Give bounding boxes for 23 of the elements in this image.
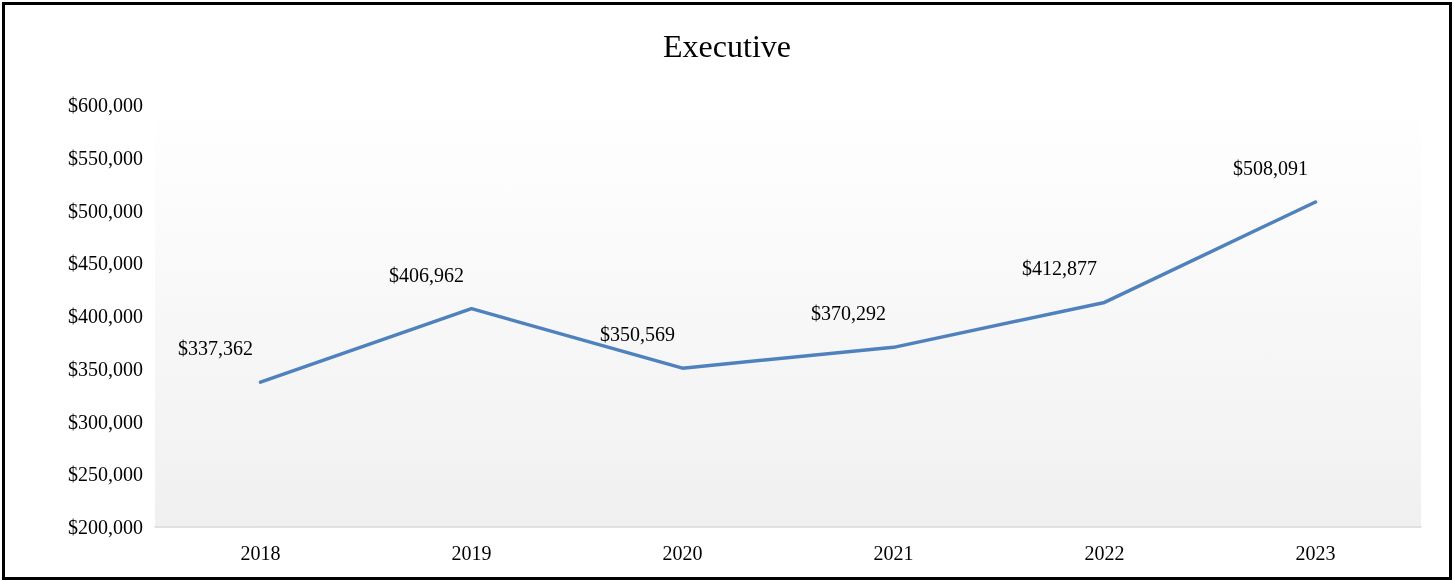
y-tick-label: $500,000 <box>68 199 143 222</box>
data-label: $406,962 <box>389 263 464 286</box>
data-label: $337,362 <box>178 337 253 360</box>
data-label: $508,091 <box>1233 156 1308 179</box>
x-tick-label: 2022 <box>1084 542 1125 564</box>
y-tick-label: $550,000 <box>68 146 143 169</box>
chart-title: Executive <box>663 28 791 64</box>
y-tick-label: $200,000 <box>68 516 143 538</box>
x-tick-label: 2020 <box>662 542 703 564</box>
data-label: $412,877 <box>1022 257 1097 280</box>
x-tick-label: 2023 <box>1295 542 1336 564</box>
data-label: $350,569 <box>600 323 675 346</box>
y-tick-label: $350,000 <box>68 357 143 380</box>
x-tick-label: 2019 <box>451 542 492 564</box>
data-label: $370,292 <box>811 302 886 325</box>
y-tick-label: $250,000 <box>68 463 143 486</box>
y-tick-label: $400,000 <box>68 305 143 327</box>
x-tick-label: 2021 <box>873 542 914 564</box>
line-series <box>258 200 1318 384</box>
y-tick-label: $300,000 <box>68 410 143 433</box>
y-tick-label: $600,000 <box>68 94 143 116</box>
y-tick-label: $450,000 <box>68 252 143 275</box>
x-tick-label: 2018 <box>240 542 281 564</box>
